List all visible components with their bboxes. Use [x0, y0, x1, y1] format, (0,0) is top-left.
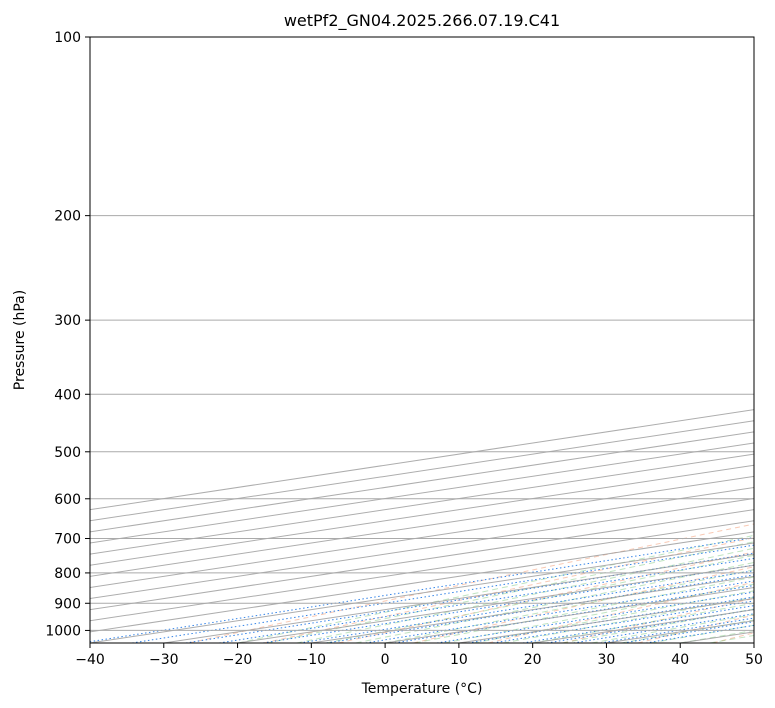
y-tick-label: 300: [54, 313, 81, 329]
isotherm-line: [90, 509, 754, 611]
isotherm-line: [90, 475, 754, 577]
background-reference-lines: [90, 409, 754, 643]
moist-adiabat: [326, 554, 754, 643]
x-tick-label: 30: [598, 652, 616, 668]
mixing-ratio-line: [262, 564, 754, 643]
moist-adiabat: [444, 583, 754, 643]
isotherm-line: [90, 486, 754, 588]
mixing-ratio-line: [492, 600, 754, 643]
y-tick-label: 1000: [45, 623, 81, 639]
y-tick-label: 500: [54, 445, 81, 461]
y-axis-title: Pressure (hPa): [12, 290, 28, 390]
mixing-ratio-line: [219, 557, 754, 643]
x-tick-label: −40: [75, 652, 105, 668]
x-tick-label: 40: [671, 652, 689, 668]
y-tick-label: 200: [54, 209, 81, 225]
moist-adiabat: [503, 596, 754, 643]
mixing-ratio-line: [365, 580, 754, 643]
x-tick-label: −10: [297, 652, 327, 668]
moist-adiabat: [385, 569, 754, 643]
isotherm-line: [753, 642, 754, 643]
y-tick-label: 800: [54, 566, 81, 582]
moist-adiabat: [267, 541, 754, 643]
chart-title: wetPf2_GN04.2025.266.07.19.C41: [284, 11, 560, 31]
x-tick-label: 50: [745, 652, 763, 668]
moist-adiabat: [414, 576, 754, 643]
mixing-ratio-line: [394, 584, 754, 643]
moist-adiabat: [650, 624, 754, 643]
mixing-ratio-line: [645, 624, 754, 643]
isotherm-line: [90, 453, 754, 555]
mixing-ratio-line: [132, 544, 754, 643]
mixing-ratio-line: [573, 613, 754, 643]
dry-adiabat: [188, 523, 754, 643]
isotherm-line: [385, 586, 754, 643]
isotherm-line: [90, 520, 754, 622]
x-tick-label: −20: [223, 652, 253, 668]
dry-adiabat: [263, 537, 754, 643]
x-axis-title: Temperature (°C): [361, 681, 483, 697]
y-tick-label: 600: [54, 492, 81, 508]
isotherm-line: [90, 531, 754, 633]
x-tick-label: 20: [524, 652, 542, 668]
moist-adiabat: [709, 634, 754, 643]
y-tick-label: 700: [54, 532, 81, 548]
moist-adiabat: [355, 561, 754, 643]
mixing-ratio-line: [436, 591, 754, 643]
isotherm-line: [90, 442, 754, 544]
y-tick-label: 400: [54, 387, 81, 403]
y-tick-label: 900: [54, 596, 81, 612]
dry-adiabat: [413, 566, 754, 643]
moist-adiabat: [473, 590, 754, 643]
mixing-ratio-line: [299, 570, 754, 643]
mixing-ratio-line: [90, 537, 754, 643]
pressure-gridlines: [90, 37, 754, 631]
x-tick-label: −30: [149, 652, 179, 668]
moist-adiabat: [562, 608, 754, 643]
moist-adiabat: [532, 602, 754, 643]
dry-adiabat: [562, 597, 754, 643]
isotherm-line: [90, 464, 754, 566]
x-tick-label: 0: [381, 652, 390, 668]
y-axis-ticks: 100 200 300 400 500 600 700 800 900 1000: [45, 30, 90, 639]
y-tick-label: 100: [54, 30, 81, 46]
dry-adiabat: [488, 581, 754, 643]
isotherm-line: [90, 498, 754, 600]
isotherm-line: [532, 609, 754, 643]
x-axis-ticks: −40 −30 −20 −10 0 10 20 30 40 50: [75, 643, 763, 668]
plot-frame: [89, 36, 755, 644]
dry-adiabat: [712, 632, 754, 643]
x-tick-label: 10: [450, 652, 468, 668]
